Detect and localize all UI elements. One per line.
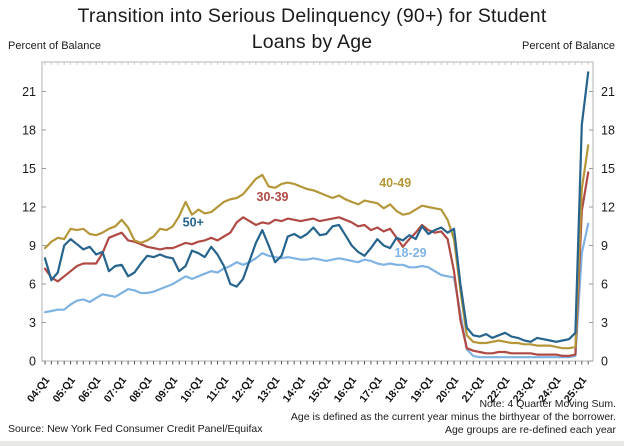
series-line-18-29 (43, 222, 590, 359)
plot-frame (41, 61, 594, 362)
y-tick-label-right: 21 (601, 85, 615, 99)
y-tick-label-right: 0 (601, 355, 608, 369)
series-label-18-29: 18-29 (395, 246, 427, 260)
x-tick-label: 09:Q1 (153, 374, 181, 405)
series-line-40-49 (43, 144, 590, 350)
y-tick-label-left: 21 (22, 85, 36, 99)
y-tick-label-right: 15 (601, 162, 615, 176)
y-tick-label-right: 6 (601, 278, 608, 292)
x-tick-label: 04:Q1 (25, 374, 53, 405)
y-tick-label-left: 9 (29, 239, 36, 253)
x-tick-label: 08:Q1 (127, 374, 155, 405)
y-tick-label-left: 12 (22, 201, 36, 215)
note-line-3: Age groups are re-defined each year (444, 424, 616, 436)
source-credit: Source: New York Fed Consumer Credit Pan… (8, 423, 263, 435)
series-line-50+ (43, 71, 590, 343)
x-tick-label: 11:Q1 (204, 374, 231, 404)
x-tick-label: 06:Q1 (76, 374, 104, 405)
series-label-40-49: 40-49 (379, 176, 411, 190)
chart-notes: Note: 4 Quarter Moving Sum. Age is defin… (291, 398, 616, 437)
note-line-2: Age is defined as the current year minus… (290, 411, 616, 423)
chart-title: Transition into Serious Delinquency (90+… (77, 5, 547, 53)
x-tick-label: 07:Q1 (102, 374, 130, 405)
y-tick-label-left: 18 (22, 124, 36, 138)
bottom-edge-strip (0, 441, 624, 446)
y-tick-label-left: 0 (29, 355, 36, 369)
series-line-30-39 (43, 171, 590, 357)
y-tick-label-right: 12 (601, 201, 615, 215)
y-axis-caption-right: Percent of Balance (522, 40, 615, 52)
y-tick-label-left: 15 (22, 162, 36, 176)
y-tick-label-left: 6 (29, 278, 36, 292)
series-label-30-39: 30-39 (257, 190, 289, 204)
y-axis-caption-left: Percent of Balance (8, 40, 101, 52)
x-tick-label: 13:Q1 (255, 374, 283, 405)
series-label-50+: 50+ (183, 215, 204, 229)
y-tick-label-right: 3 (601, 316, 608, 330)
x-tick-label: 10:Q1 (178, 374, 206, 405)
note-line-1: Note: 4 Quarter Moving Sum. (479, 398, 616, 410)
x-tick-label: 05:Q1 (51, 374, 79, 405)
y-tick-label-right: 9 (601, 239, 608, 253)
y-tick-label-left: 3 (29, 316, 36, 330)
x-tick-label: 12:Q1 (229, 374, 257, 405)
y-tick-label-right: 18 (601, 124, 615, 138)
